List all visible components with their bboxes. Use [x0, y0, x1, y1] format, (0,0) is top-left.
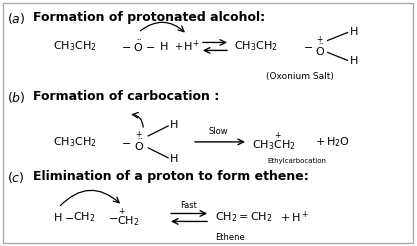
Text: Formation of carbocation :: Formation of carbocation : — [33, 90, 219, 103]
Text: $\mathrm{CH_3CH_2}$: $\mathrm{CH_3CH_2}$ — [234, 40, 278, 53]
Text: $+\,\mathrm{H_2O}$: $+\,\mathrm{H_2O}$ — [315, 135, 349, 149]
Text: Ethene: Ethene — [215, 233, 245, 242]
Text: $\mathrm{H}$: $\mathrm{H}$ — [159, 40, 168, 52]
Text: $+\,\mathrm{H^+}$: $+\,\mathrm{H^+}$ — [280, 210, 309, 225]
Text: $\mathrm{CH_3CH_2}$: $\mathrm{CH_3CH_2}$ — [53, 135, 96, 149]
Text: $\mathrm{CH_2}$: $\mathrm{CH_2}$ — [73, 211, 96, 224]
Text: $+$: $+$ — [174, 41, 183, 52]
Text: $\overset{+}{\ddot{\mathrm{O}}}$: $\overset{+}{\ddot{\mathrm{O}}}$ — [314, 34, 325, 59]
Text: $-$: $-$ — [121, 137, 131, 147]
Text: $(c)$: $(c)$ — [7, 170, 24, 185]
Text: $-$: $-$ — [121, 41, 131, 51]
Text: $\mathrm{H}$: $\mathrm{H}$ — [349, 25, 358, 36]
Text: $-$: $-$ — [145, 41, 155, 51]
Text: $-$: $-$ — [303, 41, 313, 51]
Text: Fast: Fast — [180, 201, 196, 210]
Text: $\mathrm{CH_2{=}CH_2}$: $\mathrm{CH_2{=}CH_2}$ — [215, 211, 272, 224]
Text: Elimination of a proton to form ethene:: Elimination of a proton to form ethene: — [33, 170, 308, 183]
Text: $\ddot{\mathrm{O}}$: $\ddot{\mathrm{O}}$ — [133, 39, 143, 54]
Text: $\mathrm{H}$: $\mathrm{H}$ — [349, 54, 358, 66]
Text: Slow: Slow — [208, 127, 228, 137]
Text: $\overset{+}{\ddot{\mathrm{O}}}$: $\overset{+}{\ddot{\mathrm{O}}}$ — [134, 130, 144, 154]
Text: (Oxonium Salt): (Oxonium Salt) — [266, 72, 334, 81]
Text: $\overset{+}{\mathrm{C}}\mathrm{H_2}$: $\overset{+}{\mathrm{C}}\mathrm{H_2}$ — [117, 206, 140, 229]
Text: $\mathrm{H}$: $\mathrm{H}$ — [169, 152, 178, 164]
Text: $(b)$: $(b)$ — [7, 90, 25, 105]
Text: $-$: $-$ — [65, 213, 75, 222]
Text: $\mathrm{CH_3CH_2}$: $\mathrm{CH_3CH_2}$ — [53, 40, 96, 53]
FancyBboxPatch shape — [3, 3, 413, 243]
Text: $\mathrm{H^+}$: $\mathrm{H^+}$ — [183, 39, 201, 54]
Text: Formation of protonated alcohol:: Formation of protonated alcohol: — [33, 11, 265, 24]
Text: $\mathrm{CH_3\overset{+}{C}H_2}$: $\mathrm{CH_3\overset{+}{C}H_2}$ — [252, 130, 296, 154]
Text: Ethylcarbocation: Ethylcarbocation — [268, 158, 327, 164]
Text: $\mathrm{H}$: $\mathrm{H}$ — [53, 212, 62, 223]
Text: $\mathrm{H}$: $\mathrm{H}$ — [169, 118, 178, 130]
Text: $(a)$: $(a)$ — [7, 11, 25, 26]
Text: $-$: $-$ — [108, 213, 118, 222]
